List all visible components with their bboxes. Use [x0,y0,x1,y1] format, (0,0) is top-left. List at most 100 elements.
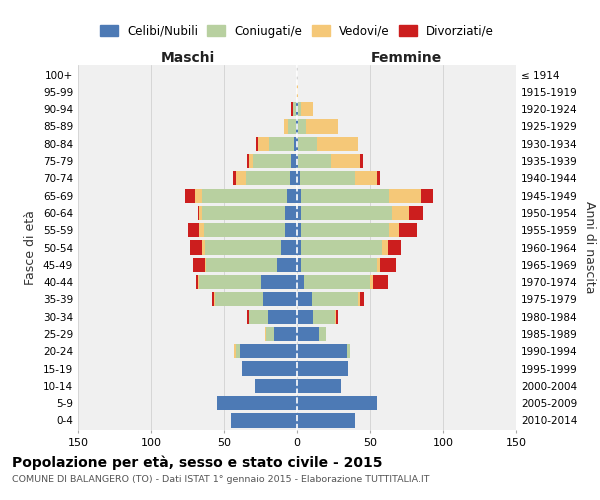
Bar [257,136,269,151]
Bar [370,275,373,289]
Bar [297,362,348,376]
Bar [409,206,422,220]
Bar [297,327,319,341]
Bar [373,275,388,289]
Bar [301,102,313,116]
Bar [297,379,341,393]
Text: Femmine: Femmine [371,51,442,65]
Bar [212,292,214,306]
Bar [311,292,358,306]
Bar [297,292,311,306]
Bar [297,154,298,168]
Bar [288,120,296,134]
Bar [392,206,409,220]
Bar [187,223,199,238]
Bar [198,206,199,220]
Bar [206,258,277,272]
Bar [185,188,195,202]
Bar [313,310,335,324]
Bar [297,84,298,99]
Bar [253,154,291,168]
Bar [291,154,297,168]
Bar [296,102,297,116]
Bar [337,310,338,324]
Bar [198,275,199,289]
Bar [214,292,215,306]
Bar [297,206,301,220]
Bar [294,136,297,151]
Bar [233,171,236,186]
Bar [380,258,396,272]
Bar [269,136,294,151]
Bar [388,240,401,254]
Bar [317,136,358,151]
Bar [300,171,355,186]
Bar [196,275,198,289]
Bar [287,188,297,202]
Bar [284,120,288,134]
Bar [236,344,240,358]
Bar [297,223,301,238]
Bar [297,240,301,254]
Bar [205,240,281,254]
Legend: Celibi/Nubili, Coniugati/e, Vedovi/e, Divorziati/e: Celibi/Nubili, Coniugati/e, Vedovi/e, Di… [95,20,499,42]
Bar [335,310,337,324]
Bar [281,240,297,254]
Bar [246,171,290,186]
Y-axis label: Anni di nascita: Anni di nascita [583,201,596,294]
Text: COMUNE DI BALANGERO (TO) - Dati ISTAT 1° gennaio 2015 - Elaborazione TUTTITALIA.: COMUNE DI BALANGERO (TO) - Dati ISTAT 1°… [12,475,430,484]
Bar [377,171,380,186]
Bar [377,258,380,272]
Bar [249,154,253,168]
Bar [190,240,202,254]
Bar [301,240,382,254]
Bar [331,154,360,168]
Bar [301,206,392,220]
Bar [399,223,417,238]
Bar [202,240,205,254]
Bar [297,258,301,272]
Bar [202,188,287,202]
Bar [236,171,246,186]
Bar [199,206,202,220]
Bar [298,102,301,116]
Bar [389,188,421,202]
Bar [193,258,205,272]
Bar [297,120,298,134]
Bar [355,171,377,186]
Bar [256,136,257,151]
Bar [298,120,306,134]
Bar [254,379,297,393]
Text: Popolazione per età, sesso e stato civile - 2015: Popolazione per età, sesso e stato civil… [12,455,383,469]
Bar [319,327,326,341]
Bar [297,344,347,358]
Bar [274,327,297,341]
Bar [358,292,360,306]
Y-axis label: Fasce di età: Fasce di età [25,210,37,285]
Bar [360,292,364,306]
Bar [389,223,399,238]
Bar [306,120,338,134]
Bar [297,188,301,202]
Bar [240,344,297,358]
Bar [347,344,350,358]
Bar [297,310,313,324]
Bar [266,327,274,341]
Bar [202,206,286,220]
Bar [301,188,389,202]
Bar [286,223,297,238]
Bar [203,223,286,238]
Bar [291,102,293,116]
Bar [277,258,297,272]
Bar [199,275,260,289]
Bar [421,188,433,202]
Bar [297,414,355,428]
Bar [293,102,296,116]
Bar [298,154,331,168]
Bar [215,292,263,306]
Bar [290,171,297,186]
Bar [265,327,266,341]
Bar [242,362,297,376]
Bar [297,102,298,116]
Bar [298,136,317,151]
